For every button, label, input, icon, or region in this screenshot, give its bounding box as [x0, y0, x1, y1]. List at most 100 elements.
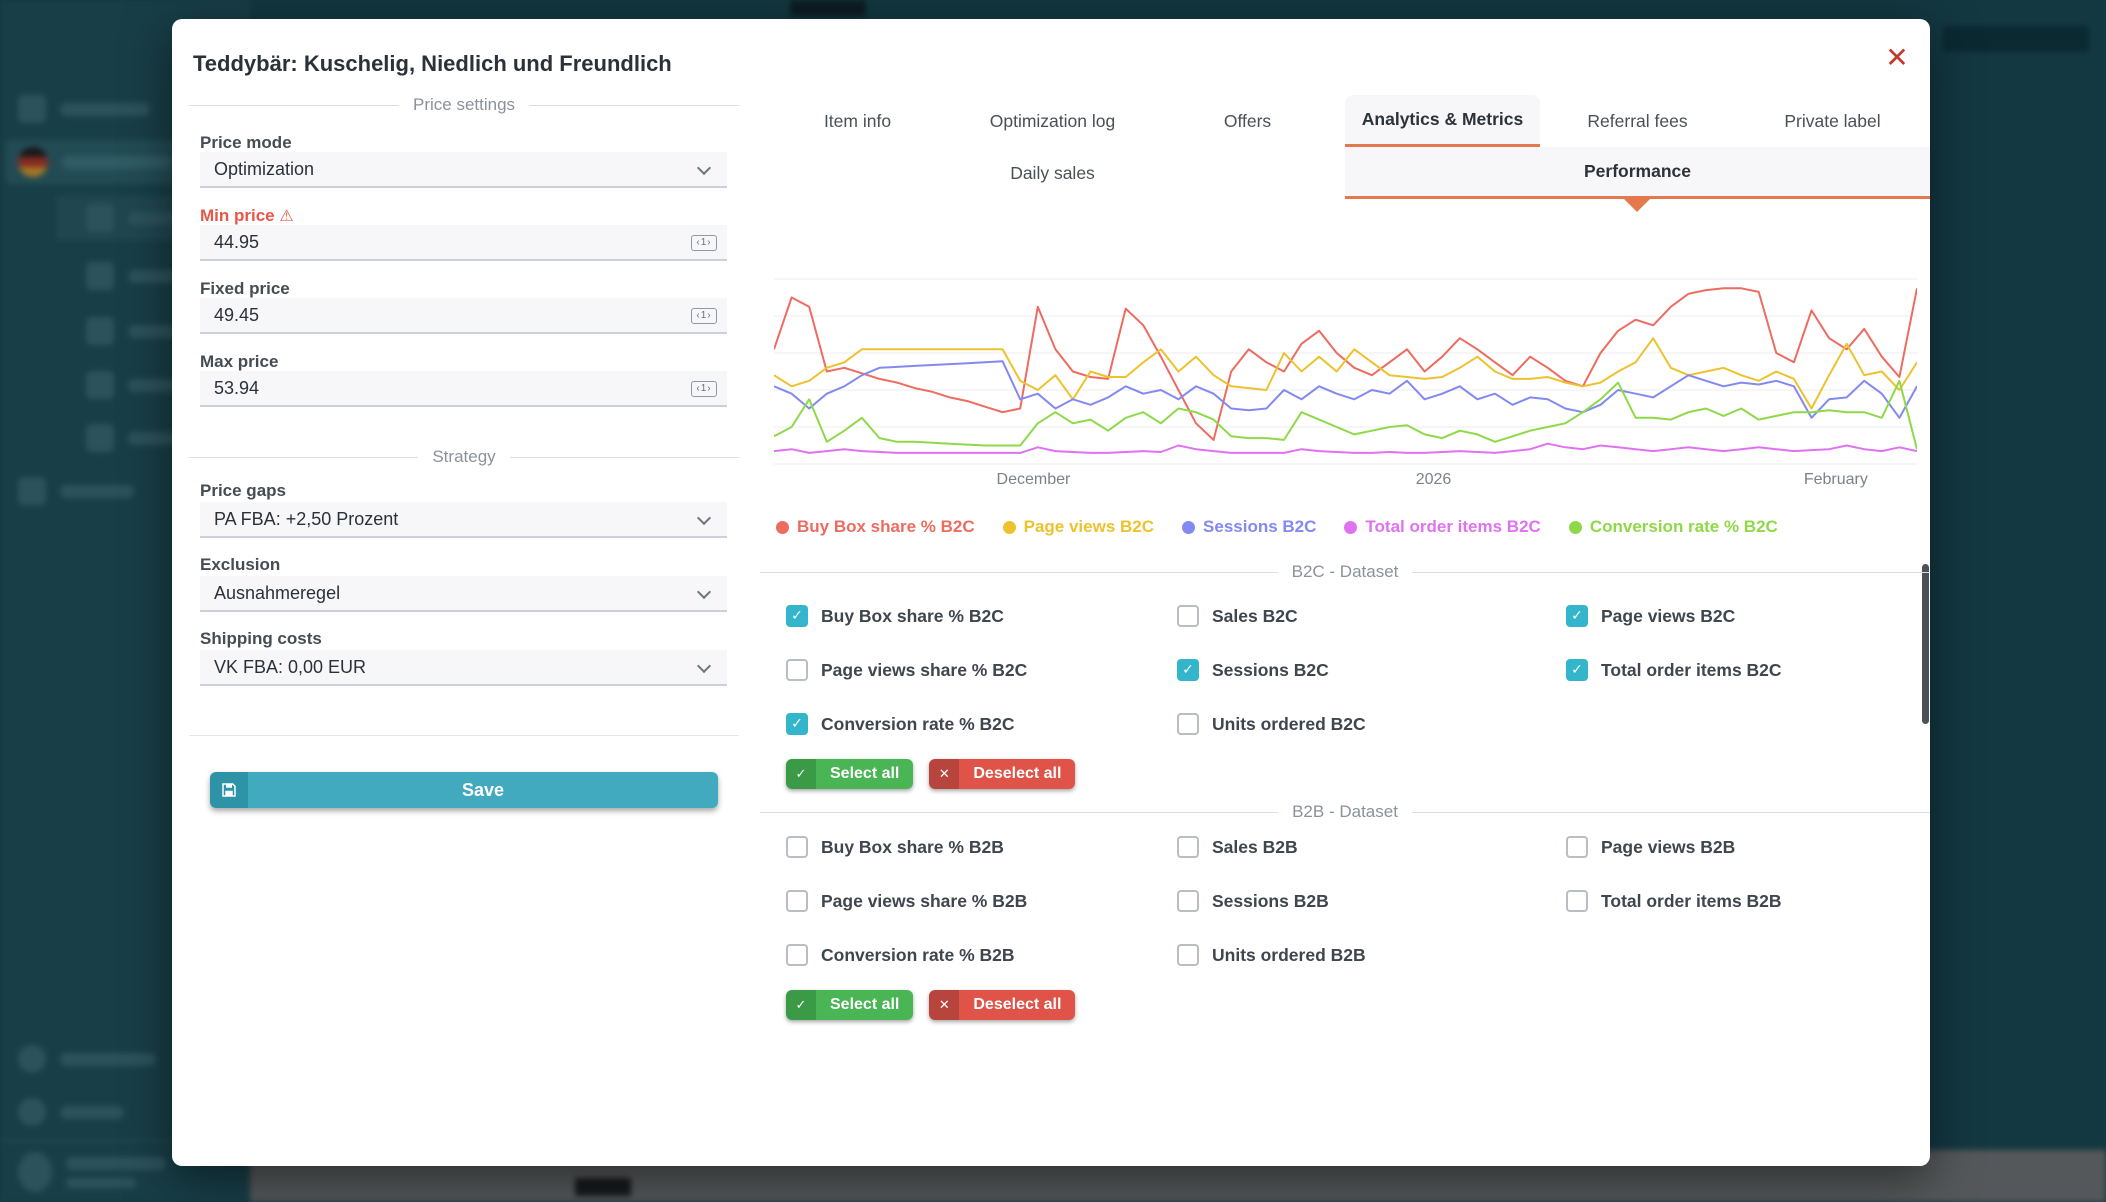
legend-conversion-rate-b2c[interactable]: Conversion rate % B2C — [1568, 517, 1778, 537]
checkbox-label: Buy Box share % B2C — [821, 605, 1004, 626]
checkbox-item-units-ordered-b2b[interactable]: Units ordered B2B — [1177, 944, 1366, 966]
checkbox-item-sessions-b2b[interactable]: Sessions B2B — [1177, 890, 1329, 912]
price-gaps-select[interactable]: PA FBA: +2,50 Prozent — [200, 502, 727, 538]
checkbox-buy-box-share-b2c[interactable]: ✓ — [786, 605, 808, 627]
fixed-price-label: Fixed price — [200, 279, 290, 298]
checkbox-page-views-share-b2b[interactable] — [786, 890, 808, 912]
b2b-checkbox-grid: Buy Box share % B2B Page views share % B2… — [760, 836, 1930, 966]
tab-private-label[interactable]: Private label — [1784, 110, 1881, 131]
fixed-price-input[interactable]: 49.45 ‹1› — [200, 298, 727, 334]
price-settings-panel: Price settings Price mode Optimization M… — [189, 19, 740, 1166]
series-line-page-views-b2c — [774, 337, 1917, 410]
help-icon — [18, 1045, 46, 1073]
header-button — [1943, 26, 2089, 52]
checkbox-item-page-views-share-b2b[interactable]: Page views share % B2B — [786, 890, 1027, 912]
number-stepper-icon: ‹1› — [691, 308, 717, 324]
checkbox-buy-box-share-b2b[interactable] — [786, 836, 808, 858]
legend-page-views-b2c[interactable]: Page views B2C — [1002, 517, 1155, 537]
schedule-icon — [18, 477, 46, 505]
price-mode-select[interactable]: Optimization — [200, 152, 727, 188]
save-button[interactable]: Save — [210, 772, 718, 808]
exclusion-select[interactable]: Ausnahmeregel — [200, 576, 727, 612]
calendar-icon — [86, 424, 114, 452]
floppy-disk-icon — [210, 772, 248, 808]
max-price-input[interactable]: 53.94 ‹1› — [200, 371, 727, 407]
checkbox-item-buy-box-share-b2b[interactable]: Buy Box share % B2B — [786, 836, 1004, 858]
checkbox-page-views-b2c[interactable]: ✓ — [1566, 605, 1588, 627]
tab-item-info[interactable]: Item info — [823, 110, 892, 131]
checkbox-item-conversion-rate-b2c[interactable]: ✓ Conversion rate % B2C — [786, 713, 1015, 735]
modal-scrollbar-thumb[interactable] — [1922, 564, 1929, 724]
tab-optimization-log[interactable]: Optimization log — [989, 110, 1116, 131]
checkbox-item-conversion-rate-b2b[interactable]: Conversion rate % B2B — [786, 944, 1015, 966]
tab-referral-fees[interactable]: Referral fees — [1587, 110, 1688, 131]
checkbox-label: Page views B2B — [1601, 836, 1736, 857]
checkbox-label: Sessions B2B — [1212, 890, 1329, 911]
tab-performance[interactable]: Performance — [1345, 147, 1930, 199]
legend-label: Sessions B2C — [1203, 517, 1317, 536]
legend-label: Page views B2C — [1023, 517, 1155, 536]
checkbox-item-sales-b2c[interactable]: Sales B2C — [1177, 605, 1298, 627]
sidebar-item — [18, 477, 134, 505]
checkbox-item-buy-box-share-b2c[interactable]: ✓ Buy Box share % B2C — [786, 605, 1004, 627]
checkbox-item-sales-b2b[interactable]: Sales B2B — [1177, 836, 1298, 858]
checkbox-item-page-views-b2c[interactable]: ✓ Page views B2C — [1566, 605, 1735, 627]
checkbox-label: Total order items B2C — [1601, 659, 1782, 680]
checkbox-item-total-order-items-b2b[interactable]: Total order items B2B — [1566, 890, 1782, 912]
checkbox-sales-b2b[interactable] — [1177, 836, 1199, 858]
checkbox-sessions-b2c[interactable]: ✓ — [1177, 659, 1199, 681]
filter-icon — [86, 317, 114, 345]
active-tab-pointer — [1624, 199, 1650, 212]
header-element — [790, 0, 866, 16]
chevron-down-icon — [696, 658, 712, 674]
tab-daily-sales[interactable]: Daily sales — [1010, 162, 1095, 183]
checkbox-item-total-order-items-b2c[interactable]: ✓ Total order items B2C — [1566, 659, 1782, 681]
checkbox-item-units-ordered-b2c[interactable]: Units ordered B2C — [1177, 713, 1366, 735]
checkbox-total-order-items-b2b[interactable] — [1566, 890, 1588, 912]
tab-analytics-metrics[interactable]: Analytics & Metrics — [1345, 95, 1540, 147]
checkbox-conversion-rate-b2b[interactable] — [786, 944, 808, 966]
checkbox-total-order-items-b2c[interactable]: ✓ — [1566, 659, 1588, 681]
b2b-select-all-button[interactable]: ✓ Select all — [786, 990, 914, 1020]
legend-buy-box-share-b2c[interactable]: Buy Box share % B2C — [776, 517, 975, 537]
exclusion-label: Exclusion — [200, 555, 281, 574]
checkbox-item-page-views-b2b[interactable]: Page views B2B — [1566, 836, 1735, 858]
checkbox-label: Total order items B2B — [1601, 890, 1782, 911]
legend-total-order-items-b2c[interactable]: Total order items B2C — [1344, 517, 1541, 537]
x-axis-label-february: February — [1803, 471, 1868, 488]
series-line-sessions-b2c — [774, 360, 1917, 419]
check-icon: ✓ — [786, 759, 816, 789]
checkbox-item-page-views-share-b2c[interactable]: Page views share % B2C — [786, 659, 1027, 681]
checkbox-units-ordered-b2b[interactable] — [1177, 944, 1199, 966]
legend-sessions-b2c[interactable]: Sessions B2C — [1182, 517, 1316, 537]
checkbox-page-views-share-b2c[interactable] — [786, 659, 808, 681]
min-price-input[interactable]: 44.95 ‹1› — [200, 225, 727, 261]
checkbox-item-sessions-b2c[interactable]: ✓ Sessions B2C — [1177, 659, 1329, 681]
tab-row-2: Daily sales Performance — [760, 147, 1930, 199]
cross-icon: ✕ — [929, 990, 960, 1020]
performance-chart — [774, 278, 1917, 465]
legend-dot — [1002, 520, 1016, 534]
sidebar-item-dashboard — [18, 95, 150, 123]
shipping-costs-select[interactable]: VK FBA: 0,00 EUR — [200, 650, 727, 686]
analytics-panel: Item info Optimization log Offers Analytics… — [760, 19, 1931, 1166]
checkbox-label: Page views B2C — [1601, 605, 1736, 626]
checkbox-units-ordered-b2c[interactable] — [1177, 713, 1199, 735]
cross-icon: ✕ — [929, 759, 960, 789]
footer-element — [575, 1178, 631, 1196]
legend-label: Conversion rate % B2C — [1589, 517, 1778, 536]
check-icon: ✓ — [786, 990, 816, 1020]
checkbox-label: Page views share % B2B — [821, 890, 1028, 911]
checkbox-conversion-rate-b2c[interactable]: ✓ — [786, 713, 808, 735]
checkbox-sessions-b2b[interactable] — [1177, 890, 1199, 912]
checkbox-sales-b2c[interactable] — [1177, 605, 1199, 627]
close-icon[interactable]: ✕ — [1880, 41, 1914, 75]
b2c-deselect-all-button[interactable]: ✕ Deselect all — [929, 759, 1076, 789]
b2b-deselect-all-button[interactable]: ✕ Deselect all — [929, 990, 1076, 1020]
legend-dot — [776, 520, 789, 534]
tab-offers[interactable]: Offers — [1223, 110, 1272, 131]
b2c-select-all-button[interactable]: ✓ Select all — [786, 759, 914, 789]
checkbox-page-views-b2b[interactable] — [1566, 836, 1588, 858]
checkbox-label: Units ordered B2C — [1212, 713, 1366, 734]
